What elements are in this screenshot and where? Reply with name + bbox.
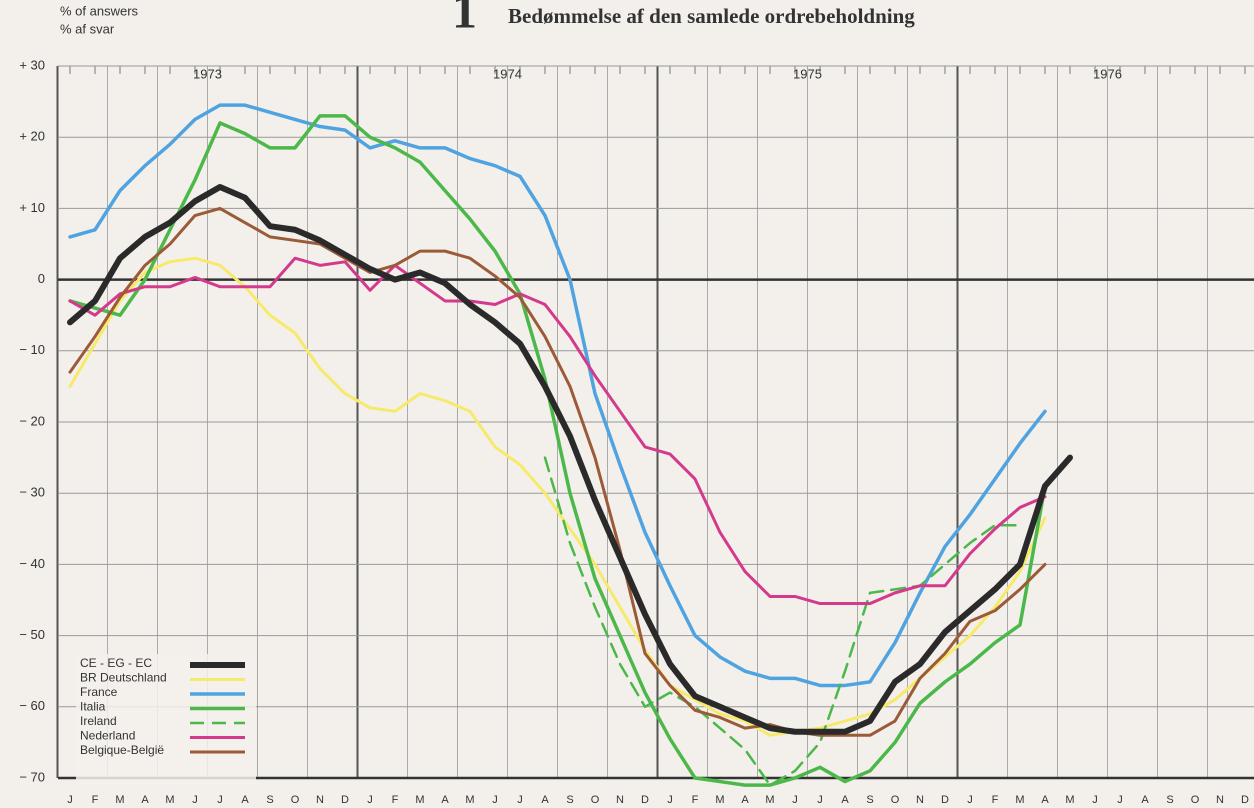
x-tick-label: D bbox=[1241, 794, 1249, 806]
y-tick-label: − 50 bbox=[19, 627, 45, 642]
year-label: 1974 bbox=[493, 66, 522, 81]
year-label: 1976 bbox=[1093, 66, 1122, 81]
x-tick-label: F bbox=[992, 794, 999, 806]
x-tick-label: M bbox=[115, 794, 124, 806]
x-tick-label: J bbox=[492, 794, 498, 806]
y-tick-label: − 60 bbox=[19, 698, 45, 713]
y-tick-label: − 10 bbox=[19, 342, 45, 357]
x-tick-label: J bbox=[517, 794, 523, 806]
x-tick-label: M bbox=[165, 794, 174, 806]
x-tick-label: O bbox=[591, 794, 600, 806]
series-line bbox=[68, 206, 1047, 737]
x-tick-label: J bbox=[67, 794, 73, 806]
x-tick-label: A bbox=[541, 794, 549, 806]
year-label: 1975 bbox=[793, 66, 822, 81]
x-tick-label: A bbox=[241, 794, 249, 806]
legend-label: France bbox=[80, 685, 118, 699]
x-tick-label: D bbox=[641, 794, 649, 806]
x-tick-label: A bbox=[841, 794, 849, 806]
x-tick-label: N bbox=[1216, 794, 1224, 806]
legend-label: Belgique-België bbox=[80, 743, 164, 757]
x-tick-label: A bbox=[1041, 794, 1049, 806]
legend-label: Ireland bbox=[80, 714, 117, 728]
x-tick-label: A bbox=[441, 794, 449, 806]
x-tick-label: S bbox=[866, 794, 873, 806]
x-tick-label: M bbox=[715, 794, 724, 806]
x-tick-label: F bbox=[392, 794, 399, 806]
series-line bbox=[67, 184, 1073, 735]
y-tick-label: − 20 bbox=[19, 413, 45, 428]
x-tick-label: O bbox=[291, 794, 300, 806]
year-label: 1973 bbox=[193, 66, 222, 81]
x-tick-label: F bbox=[692, 794, 699, 806]
series-line bbox=[68, 114, 1047, 787]
series-line bbox=[543, 456, 1022, 787]
x-tick-label: J bbox=[817, 794, 823, 806]
y-axis-label: % af svar bbox=[60, 21, 115, 36]
chart-title: Bedømmelse af den samlede ordrebeholdnin… bbox=[508, 4, 915, 28]
x-tick-label: D bbox=[341, 794, 349, 806]
x-tick-label: N bbox=[916, 794, 924, 806]
x-tick-label: M bbox=[765, 794, 774, 806]
x-tick-label: A bbox=[741, 794, 749, 806]
x-tick-label: N bbox=[616, 794, 624, 806]
y-tick-label: + 30 bbox=[19, 57, 45, 72]
x-tick-label: A bbox=[1141, 794, 1149, 806]
x-tick-label: J bbox=[1117, 794, 1123, 806]
x-tick-label: J bbox=[967, 794, 973, 806]
x-tick-label: J bbox=[217, 794, 223, 806]
y-tick-label: 0 bbox=[38, 271, 45, 286]
x-tick-label: J bbox=[367, 794, 373, 806]
x-tick-label: M bbox=[1065, 794, 1074, 806]
x-tick-label: A bbox=[141, 794, 149, 806]
x-tick-label: J bbox=[192, 794, 198, 806]
x-tick-label: J bbox=[1092, 794, 1098, 806]
x-tick-label: J bbox=[792, 794, 798, 806]
x-tick-label: M bbox=[1015, 794, 1024, 806]
legend-label: Italia bbox=[80, 700, 106, 714]
x-tick-label: F bbox=[92, 794, 99, 806]
x-tick-label: S bbox=[266, 794, 273, 806]
legend-box bbox=[76, 654, 256, 786]
legend-label: BR Deutschland bbox=[80, 671, 167, 685]
x-tick-label: N bbox=[316, 794, 324, 806]
x-tick-label: S bbox=[566, 794, 573, 806]
series-line bbox=[68, 103, 1047, 688]
x-tick-label: S bbox=[1166, 794, 1173, 806]
x-tick-label: O bbox=[891, 794, 900, 806]
x-tick-label: M bbox=[415, 794, 424, 806]
legend-label: CE - EG - EC bbox=[80, 656, 152, 670]
y-tick-label: − 70 bbox=[19, 769, 45, 784]
series-line bbox=[68, 256, 1047, 606]
y-tick-label: − 40 bbox=[19, 556, 45, 571]
legend-label: Nederland bbox=[80, 729, 135, 743]
y-axis-label: % of answers bbox=[60, 3, 139, 18]
y-tick-label: + 20 bbox=[19, 129, 45, 144]
y-tick-label: + 10 bbox=[19, 200, 45, 215]
title-number: 1 bbox=[452, 0, 477, 38]
y-tick-label: − 30 bbox=[19, 485, 45, 500]
x-tick-label: J bbox=[667, 794, 673, 806]
x-tick-label: M bbox=[465, 794, 474, 806]
x-tick-label: O bbox=[1191, 794, 1200, 806]
x-tick-label: D bbox=[941, 794, 949, 806]
